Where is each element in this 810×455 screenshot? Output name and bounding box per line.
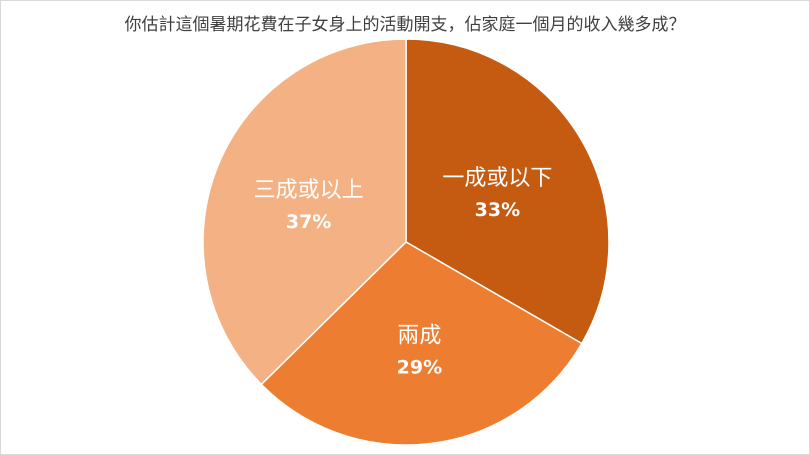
slice-label-one-or-less: 一成或以下 [442,166,552,191]
pie-slice-three-or-more [202,38,407,386]
slice-value-two: 29% [397,357,442,379]
pie-slice-two [260,241,583,446]
slice-value-one-or-less: 33% [475,199,520,221]
slice-value-three-or-more: 37% [286,211,331,233]
pie-slices [202,38,610,446]
chart-title: 你估計這個暑期花費在子女身上的活動開支，佔家庭一個月的收入幾多成？ [124,15,686,35]
slice-label-two: 兩成 [397,324,441,349]
slice-label-three-or-more: 三成或以上 [254,178,364,203]
pie-slice-one-or-less [405,38,610,345]
pie-labels: 一成或以下 33% 兩成 29% 三成或以上 37% [254,166,553,379]
